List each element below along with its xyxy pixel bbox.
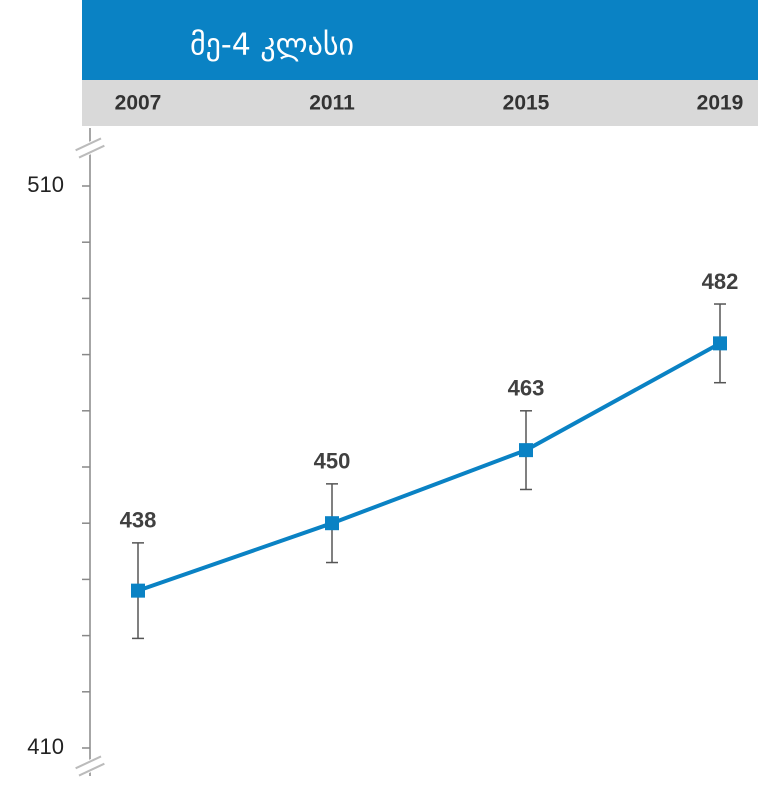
marker	[325, 516, 339, 531]
chart-title: მე-4 კლასი	[190, 28, 354, 63]
x-tick-label: 2007	[115, 92, 162, 115]
axis-break-line	[75, 755, 102, 770]
series-line	[137, 341, 721, 593]
axis-break-line	[78, 144, 105, 159]
y-tick-label: 510	[27, 172, 64, 197]
category-bar	[82, 80, 758, 126]
axis-break-line	[78, 762, 105, 777]
title-bar	[82, 0, 758, 80]
marker	[713, 336, 727, 351]
data-label: 450	[314, 449, 351, 474]
data-label: 463	[508, 376, 545, 401]
y-tick-label: 410	[27, 734, 64, 759]
axis-breaks	[75, 134, 109, 777]
data-label: 482	[702, 269, 739, 294]
axis-break-gap	[76, 134, 109, 159]
axis-break-gap	[76, 752, 109, 777]
marker	[131, 583, 145, 598]
data-label: 438	[120, 508, 157, 533]
x-tick-label: 2011	[309, 92, 355, 115]
x-tick-label: 2015	[503, 92, 550, 115]
axis-break-line	[75, 137, 102, 152]
marker	[519, 443, 533, 458]
x-tick-label: 2019	[697, 92, 744, 115]
